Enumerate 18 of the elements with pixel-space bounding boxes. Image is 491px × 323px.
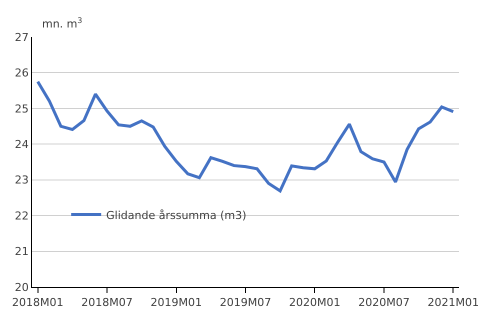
y-tick-label: 25 (14, 102, 29, 116)
x-tick-label: 2019M07 (220, 296, 272, 310)
x-tick-label: 2021M01 (427, 296, 479, 310)
x-tick-label: 2019M01 (150, 296, 202, 310)
y-tick-label: 23 (14, 174, 29, 187)
x-tick-label: 2020M07 (358, 296, 410, 310)
y-tick-label: 24 (14, 138, 29, 151)
x-tick-label: 2018M07 (81, 296, 133, 310)
y-tick-label: 20 (14, 280, 29, 294)
y-tick-label: 27 (14, 30, 29, 44)
x-tick-label: 2018M01 (12, 296, 64, 310)
y-axis-title: mn. m$^{3}$ (42, 16, 82, 31)
y-tick-label: 21 (14, 245, 29, 258)
line-series (36, 80, 455, 192)
y-tick-label: 26 (14, 66, 29, 80)
legend-label: Glidande årssumma (m3) (106, 208, 246, 222)
x-tick-label: 2020M01 (289, 296, 340, 310)
y-tick-label: 22 (14, 209, 29, 222)
